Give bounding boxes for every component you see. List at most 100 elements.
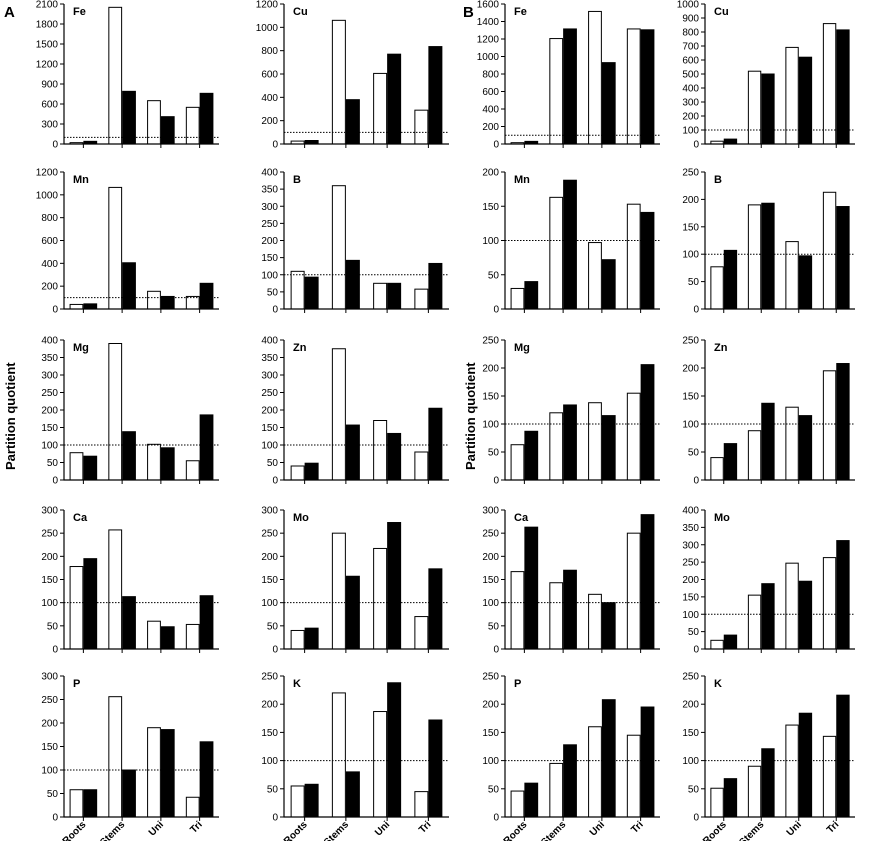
y-tick-label: 1000 (36, 190, 59, 201)
open-bar-tri (626, 734, 641, 818)
y-tick-label: 0 (272, 140, 278, 151)
open-bar-uni (785, 724, 799, 818)
y-tick-label: 50 (267, 287, 279, 298)
open-bar-stems (549, 38, 564, 145)
y-tick-label: 900 (682, 14, 699, 25)
chart-title: Ca (514, 512, 529, 524)
y-tick-label: 100 (261, 441, 278, 452)
y-tick-label: 150 (682, 222, 699, 233)
filled-bar-stems (122, 90, 136, 145)
filled-bar-uni (160, 729, 175, 818)
y-tick-label: 1200 (477, 35, 500, 46)
y-tick-label: 50 (688, 627, 700, 638)
x-tick-label: Roots (61, 819, 89, 841)
filled-bar-roots (304, 627, 319, 650)
y-tick-label: 400 (261, 336, 278, 347)
y-tick-label: 150 (41, 423, 58, 434)
y-tick-label: 2100 (36, 0, 59, 11)
x-tick-label: Tri (188, 819, 205, 836)
chart-title: K (293, 678, 301, 690)
chart-a-fe: Fe 0 300 600 900 1200 1500 1800 2100 (36, 0, 219, 151)
open-bar-tri (822, 23, 837, 145)
open-bar-stems (108, 529, 123, 650)
y-tick-label: 600 (41, 100, 58, 111)
open-bar-stems (108, 6, 123, 145)
y-tick-label: 250 (261, 219, 278, 230)
chart-a-mo: Mo 0 50 100 150 200 250 300 (261, 506, 449, 656)
x-tick-label: Tri (629, 819, 646, 836)
filled-bar-tri (428, 407, 443, 481)
filled-bar-roots (304, 462, 319, 481)
y-tick-label: 100 (482, 598, 499, 609)
chart-b-p: P 0 50 100 150 200 250 Roots Stems Uni Tri (482, 672, 660, 841)
filled-bar-tri (199, 741, 214, 818)
open-bar-stems (747, 594, 762, 650)
filled-bar-uni (387, 682, 402, 818)
y-tick-label: 400 (261, 168, 278, 179)
chart-b-b: B 0 50 100 150 200 250 (682, 168, 855, 316)
filled-bar-stems (563, 28, 577, 145)
y-tick-label: 1500 (36, 40, 59, 51)
y-tick-label: 150 (261, 423, 278, 434)
y-tick-label: 250 (482, 672, 499, 683)
open-bar-roots (69, 452, 84, 481)
filled-bar-uni (160, 447, 175, 481)
chart-a-p: P 0 50 100 150 200 250 300 Roots Stems Uni Tri (41, 672, 219, 841)
filled-bar-uni (798, 712, 813, 818)
filled-bar-roots (723, 249, 738, 310)
y-tick-label: 100 (682, 756, 699, 767)
open-bar-roots (510, 790, 525, 818)
y-tick-label: 200 (482, 364, 499, 375)
y-tick-label: 250 (682, 336, 699, 347)
chart-title: Cu (293, 6, 308, 18)
x-tick-label: Uni (588, 819, 607, 838)
y-tick-label: 250 (261, 529, 278, 540)
y-tick-label: 200 (261, 406, 278, 417)
chart-title: Fe (514, 6, 527, 18)
y-tick-label: 50 (688, 448, 700, 459)
open-bar-uni (588, 402, 602, 481)
y-tick-label: 0 (693, 645, 699, 656)
y-tick-label: 700 (682, 42, 699, 53)
y-tick-label: 100 (482, 420, 499, 431)
chart-title: B (714, 174, 722, 186)
filled-bar-stems (761, 73, 775, 145)
y-tick-label: 50 (488, 448, 500, 459)
y-tick-label: 300 (41, 120, 58, 131)
x-tick-label: Uni (147, 819, 166, 838)
y-tick-label: 100 (41, 766, 58, 777)
open-bar-tri (626, 28, 641, 145)
y-tick-label: 200 (682, 700, 699, 711)
filled-bar-uni (160, 295, 175, 310)
y-tick-label: 150 (261, 253, 278, 264)
filled-bar-roots (524, 526, 539, 650)
filled-bar-uni (387, 53, 402, 145)
filled-bar-roots (723, 634, 738, 650)
y-tick-label: 200 (482, 552, 499, 563)
open-bar-uni (588, 242, 602, 310)
y-tick-label: 150 (482, 202, 499, 213)
open-bar-stems (747, 765, 762, 818)
y-tick-label: 0 (693, 140, 699, 151)
y-tick-label: 300 (261, 371, 278, 382)
filled-bar-roots (304, 783, 319, 818)
open-bar-roots (290, 270, 305, 310)
y-tick-label: 200 (41, 282, 58, 293)
open-bar-roots (710, 266, 724, 310)
y-tick-label: 400 (482, 105, 499, 116)
filled-bar-stems (122, 431, 136, 481)
open-bar-uni (373, 711, 388, 818)
filled-bar-stems (563, 569, 577, 650)
y-tick-label: 250 (682, 558, 699, 569)
y-tick-label: 0 (52, 305, 58, 316)
open-bar-roots (710, 787, 724, 818)
y-tick-label: 1400 (477, 17, 500, 28)
filled-bar-tri (836, 694, 850, 818)
open-bar-uni (147, 290, 161, 310)
y-tick-label: 350 (682, 523, 699, 534)
open-bar-uni (785, 241, 799, 310)
open-bar-stems (549, 582, 564, 650)
y-tick-label: 100 (261, 598, 278, 609)
filled-bar-uni (601, 415, 616, 481)
y-tick-label: 100 (682, 420, 699, 431)
